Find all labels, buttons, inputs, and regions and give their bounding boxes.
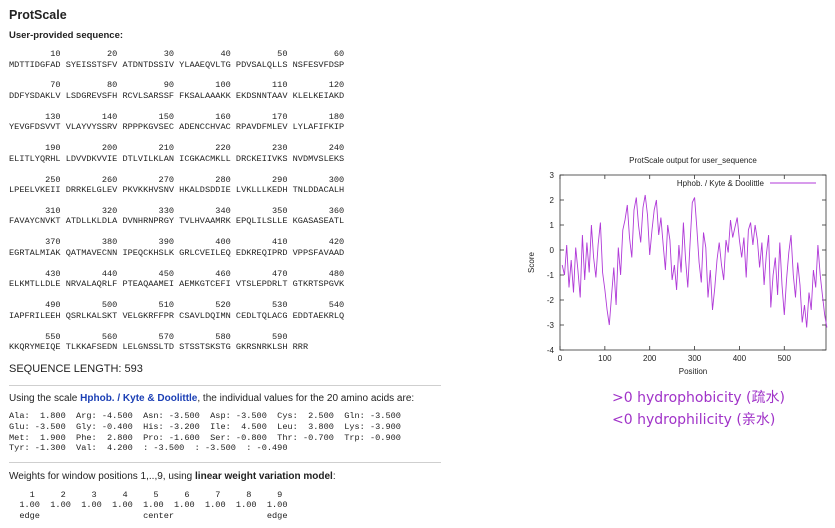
amino-acid-values: Ala: 1.800 Arg: -4.500 Asn: -3.500 Asp: … <box>9 411 401 454</box>
sequence-row: EGRTALMIAK QATMAVECNN IPEQCKHSLK GRLCVEI… <box>9 247 345 258</box>
y-tick-label: 2 <box>550 196 555 205</box>
hydrophobicity-note: >0 hydrophobicity (疏水) <box>612 390 785 406</box>
weights-row: 1.00 1.00 1.00 1.00 1.00 1.00 1.00 1.00 … <box>9 500 288 511</box>
scale-info-suffix: , the individual values for the 20 amino… <box>197 393 415 404</box>
x-tick-label: 500 <box>778 354 792 363</box>
weights-row: 1 2 3 4 5 6 7 8 9 <box>9 490 283 500</box>
y-tick-label: -1 <box>547 271 555 280</box>
chart-title: ProtScale output for user_sequence <box>629 156 757 165</box>
weights-info-suffix: : <box>332 471 336 482</box>
scale-info: Using the scale Hphob. / Kyte & Doolittl… <box>9 393 414 404</box>
sequence-position-labels: 70 80 90 100 110 120 <box>9 80 345 91</box>
x-axis-label: Position <box>679 367 707 376</box>
sequence-row: KKQRYMEIQE TLKKAFSEDN LELGNSSLTD STSSTSK… <box>9 342 309 353</box>
sequence-length: SEQUENCE LENGTH: 593 <box>9 363 143 375</box>
y-tick-label: -3 <box>547 321 555 330</box>
scale-info-prefix: Using the scale <box>9 393 81 404</box>
sequence-row: MDTTIDGFAD SYEISSTSFV ATDNTDSSIV YLAAEQV… <box>9 59 345 70</box>
sequence-block: 10 20 30 40 50 60 MDTTIDGFAD SYEISSTSFV A… <box>9 49 344 363</box>
divider <box>9 385 441 386</box>
plot-frame <box>559 174 827 351</box>
y-tick-label: 3 <box>550 171 555 180</box>
sequence-row: DDFYSDAKLV LSDGREVSFH RCVLSARSSF FKSALAA… <box>9 90 345 101</box>
page-title: ProtScale <box>9 8 67 22</box>
x-tick-label: 300 <box>688 354 702 363</box>
y-tick-label: -2 <box>547 296 555 305</box>
y-tick-label: 1 <box>550 221 555 230</box>
weights-table: 1 2 3 4 5 6 7 8 9 1.00 1.00 1.00 1.00 1.… <box>9 490 287 521</box>
y-tick-label: -4 <box>547 346 555 355</box>
scale-link[interactable]: Hphob. / Kyte & Doolittle <box>80 393 198 404</box>
amino-acid-row: Ala: 1.800 Arg: -4.500 Asn: -3.500 Asp: … <box>9 411 401 421</box>
sequence-position-labels: 310 320 330 340 350 360 <box>9 205 345 216</box>
y-tick-label: 0 <box>550 246 555 255</box>
weights-row: edge center edge <box>9 510 288 521</box>
weights-info: Weights for window positions 1,..,9, usi… <box>9 471 336 482</box>
sequence-position-labels: 430 440 450 460 470 480 <box>9 268 345 279</box>
divider <box>9 462 441 463</box>
hydropathy-series-line <box>561 194 828 328</box>
sequence-position-labels: 490 500 510 520 530 540 <box>9 300 345 311</box>
sequence-position-labels: 130 140 150 160 170 180 <box>9 111 345 122</box>
hydrophilicity-note: <0 hydrophilicity (亲水) <box>612 412 776 428</box>
amino-acid-row: Met: 1.900 Phe: 2.800 Pro: -1.600 Ser: -… <box>9 432 401 443</box>
sequence-row: YEVGFDSVVT VLAYVYSSRV RPPPKGVSEC ADENCCH… <box>9 122 345 133</box>
amino-acid-row: Tyr: -1.300 Val: 4.200 : -3.500 : -3.500… <box>9 443 288 454</box>
sequence-position-labels: 190 200 210 220 230 240 <box>9 143 345 154</box>
sequence-row: IAPFRILEEH QSRLKALSKT VELGKRFFPR CSAVLDQ… <box>9 310 345 321</box>
x-tick-label: 200 <box>643 354 657 363</box>
sequence-row: ELKMTLLDLE NRVALAQRLF PTEAQAAMEI AEMKGTC… <box>9 279 345 290</box>
sequence-heading: User-provided sequence: <box>9 30 124 41</box>
legend-label: Hphob. / Kyte & Doolittle <box>677 179 765 188</box>
x-tick-label: 400 <box>733 354 747 363</box>
sequence-position-labels: 550 560 570 580 590 <box>9 331 288 342</box>
x-tick-label: 100 <box>598 354 612 363</box>
weights-info-prefix: Weights for window positions 1,..,9, usi… <box>9 471 196 482</box>
sequence-row: LPEELVKEII DRRKELGLEV PKVKKHVSNV HKALDSD… <box>9 185 345 196</box>
sequence-row: ELITLYQRHL LDVVDKVVIE DTLVILKLAN ICGKACM… <box>9 153 345 164</box>
sequence-position-labels: 370 380 390 400 410 420 <box>9 237 345 248</box>
weights-model: linear weight variation model <box>195 471 333 482</box>
sequence-position-labels: 250 260 270 280 290 300 <box>9 174 345 185</box>
sequence-position-labels: 10 20 30 40 50 60 <box>9 49 345 59</box>
x-tick-label: 0 <box>558 354 563 363</box>
y-axis-label: Score <box>527 252 536 273</box>
amino-acid-row: Glu: -3.500 Gly: -0.400 His: -3.200 Ile:… <box>9 421 401 432</box>
sequence-row: FAVAYCNVKT ATDLLKLDLA DVNHRNPRGY TVLHVAA… <box>9 216 345 227</box>
